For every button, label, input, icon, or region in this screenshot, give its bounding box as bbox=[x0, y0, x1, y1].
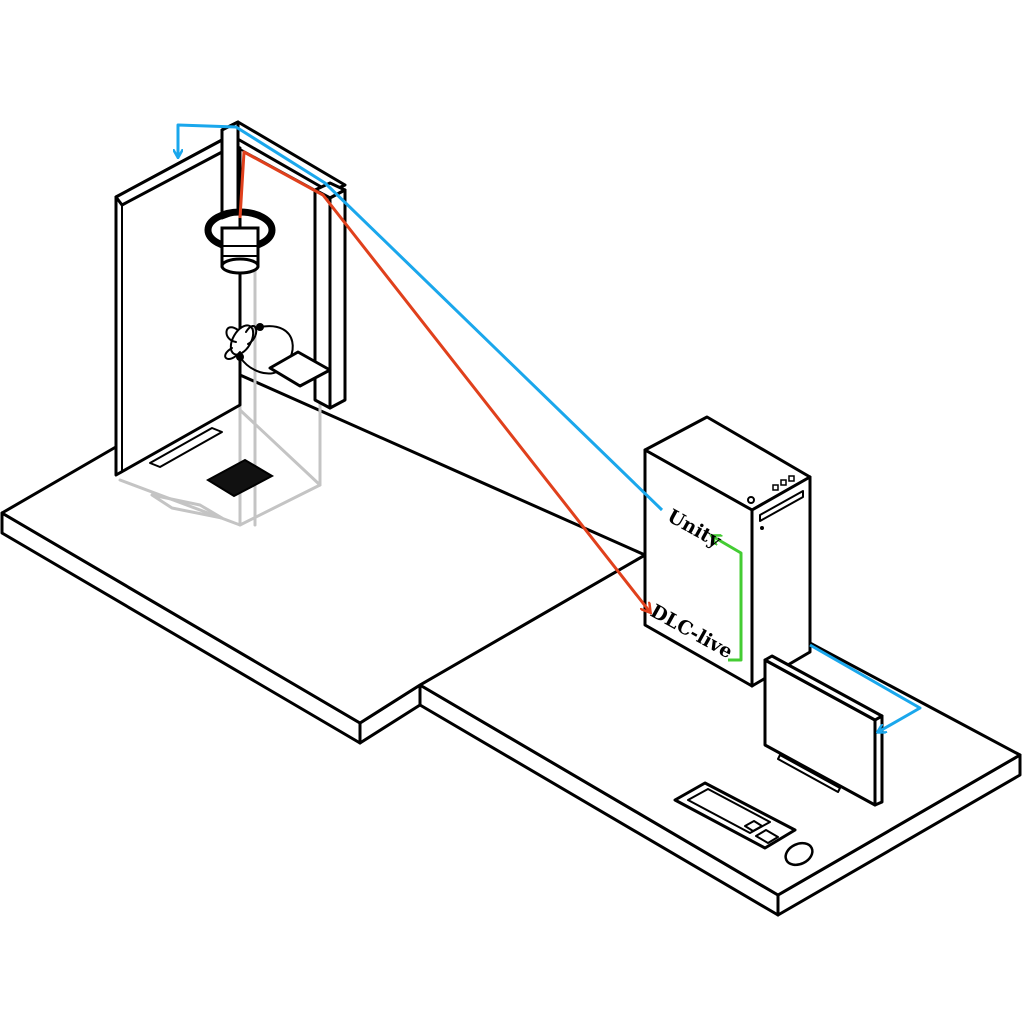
mouse-icon bbox=[784, 841, 814, 867]
stimulus-bracket bbox=[268, 350, 332, 388]
monitor-icon bbox=[763, 654, 884, 807]
enclosure-front-wall bbox=[114, 138, 224, 207]
keyboard-icon bbox=[673, 781, 797, 850]
computer-tower-icon bbox=[643, 415, 812, 688]
floor-plate bbox=[149, 427, 223, 468]
dlc-to-unity-arrow bbox=[712, 536, 743, 662]
unity-to-monitor-arrow bbox=[809, 643, 922, 732]
insect-icon bbox=[224, 323, 294, 375]
video-stream-arrow bbox=[238, 150, 650, 612]
unity-to-rig-arrow bbox=[178, 123, 664, 512]
target-pad bbox=[206, 458, 275, 498]
